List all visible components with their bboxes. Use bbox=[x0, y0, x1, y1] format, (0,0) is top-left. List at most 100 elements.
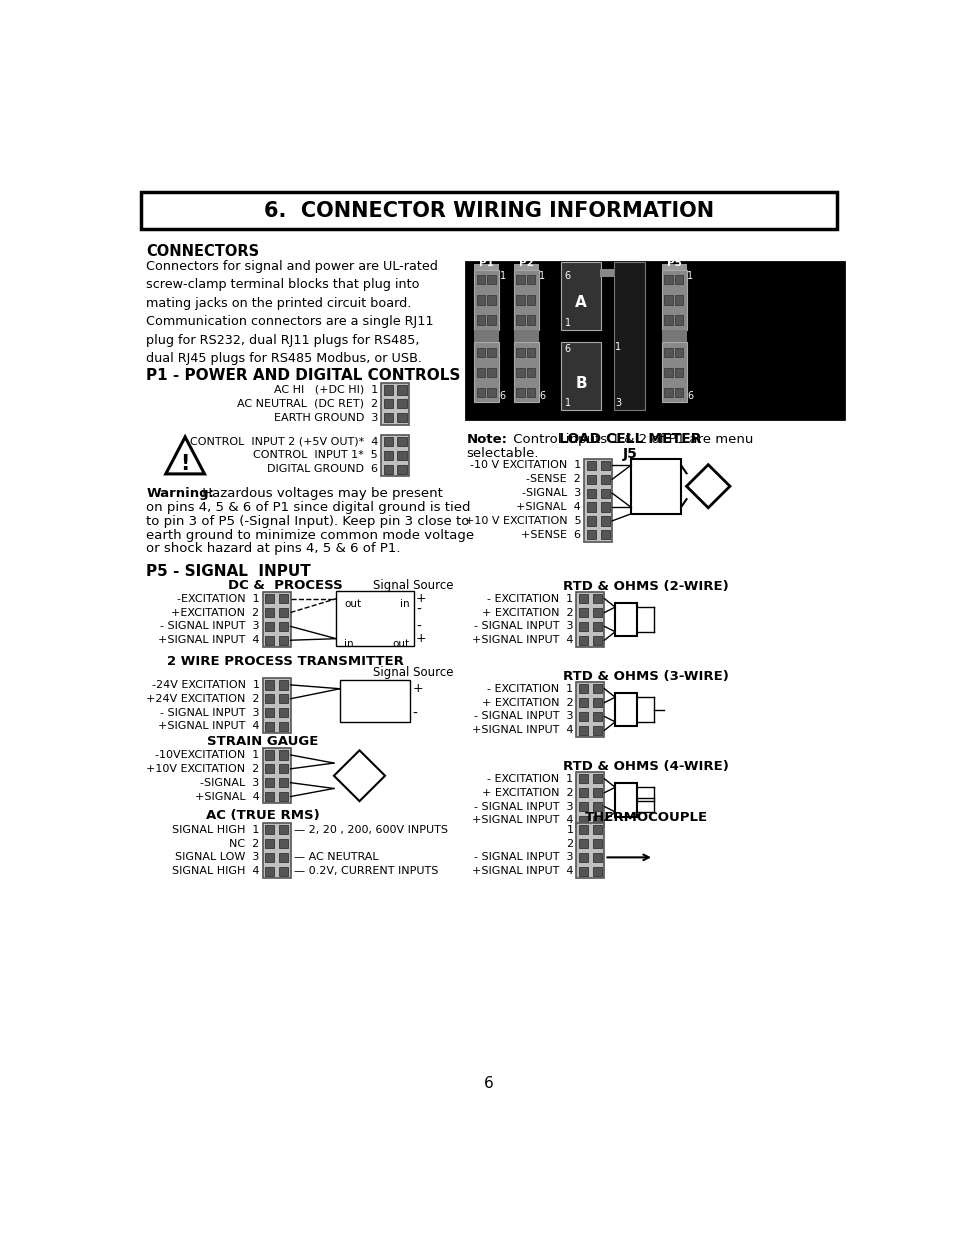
Bar bbox=[526, 368, 535, 377]
Bar bbox=[599, 516, 609, 526]
Bar bbox=[578, 839, 587, 848]
Text: +SIGNAL INPUT  4: +SIGNAL INPUT 4 bbox=[472, 635, 573, 645]
Bar bbox=[516, 347, 524, 357]
Bar bbox=[265, 792, 274, 802]
Bar bbox=[674, 295, 682, 305]
Text: 1: 1 bbox=[538, 272, 545, 282]
Bar bbox=[663, 368, 672, 377]
Text: +10V EXCITATION  2: +10V EXCITATION 2 bbox=[146, 763, 259, 774]
Text: 6: 6 bbox=[483, 1076, 494, 1092]
Text: + EXCITATION  2: + EXCITATION 2 bbox=[481, 698, 573, 708]
Text: 6: 6 bbox=[499, 390, 505, 401]
Bar bbox=[476, 315, 484, 325]
Bar bbox=[615, 603, 637, 636]
Bar bbox=[578, 852, 587, 862]
Bar bbox=[599, 474, 609, 484]
Text: +SIGNAL  4: +SIGNAL 4 bbox=[516, 501, 580, 513]
Bar bbox=[663, 315, 672, 325]
Bar bbox=[265, 680, 274, 689]
Text: SIGNAL HIGH  1: SIGNAL HIGH 1 bbox=[172, 825, 259, 835]
Bar bbox=[592, 816, 601, 825]
Bar bbox=[576, 592, 604, 647]
Text: - SIGNAL INPUT  3: - SIGNAL INPUT 3 bbox=[474, 802, 573, 811]
Bar bbox=[278, 839, 288, 848]
Text: P2: P2 bbox=[518, 258, 533, 268]
Bar bbox=[586, 503, 596, 511]
Bar bbox=[265, 751, 274, 760]
Text: 6.  CONNECTOR WIRING INFORMATION: 6. CONNECTOR WIRING INFORMATION bbox=[264, 200, 713, 221]
Bar bbox=[397, 385, 406, 395]
Text: -SIGNAL  3: -SIGNAL 3 bbox=[200, 778, 259, 788]
Bar bbox=[526, 388, 535, 396]
Text: NC  2: NC 2 bbox=[229, 839, 259, 848]
Bar bbox=[576, 823, 604, 878]
Bar bbox=[278, 825, 288, 835]
Text: 1: 1 bbox=[499, 272, 505, 282]
Bar bbox=[516, 388, 524, 396]
Bar bbox=[265, 867, 274, 876]
Bar bbox=[592, 802, 601, 811]
Bar bbox=[487, 275, 496, 284]
Bar bbox=[615, 693, 637, 726]
Text: AC HI   (+DC HI)  1: AC HI (+DC HI) 1 bbox=[274, 385, 377, 395]
Bar bbox=[476, 275, 484, 284]
Bar bbox=[476, 388, 484, 396]
Text: P5 - SIGNAL  INPUT: P5 - SIGNAL INPUT bbox=[146, 564, 311, 579]
Text: in: in bbox=[344, 638, 354, 648]
Text: DIGITAL GROUND  6: DIGITAL GROUND 6 bbox=[267, 464, 377, 474]
Bar bbox=[397, 412, 406, 422]
Bar bbox=[278, 852, 288, 862]
Bar bbox=[592, 621, 601, 631]
Bar bbox=[265, 708, 274, 718]
Text: selectable.: selectable. bbox=[466, 447, 538, 459]
Bar bbox=[513, 342, 537, 403]
Text: — AC NEUTRAL: — AC NEUTRAL bbox=[294, 852, 377, 862]
Bar bbox=[586, 489, 596, 498]
Bar bbox=[383, 451, 393, 461]
Text: -24V EXCITATION  1: -24V EXCITATION 1 bbox=[152, 680, 259, 690]
Text: P5: P5 bbox=[666, 258, 680, 268]
Text: -SIGNAL  3: -SIGNAL 3 bbox=[521, 488, 580, 498]
Bar bbox=[487, 347, 496, 357]
Text: on pins 4, 5 & 6 of P1 since digital ground is tied: on pins 4, 5 & 6 of P1 since digital gro… bbox=[146, 501, 471, 514]
Bar bbox=[278, 764, 288, 773]
Bar bbox=[474, 264, 498, 270]
Bar bbox=[578, 774, 587, 783]
Bar bbox=[663, 388, 672, 396]
Text: - SIGNAL INPUT  3: - SIGNAL INPUT 3 bbox=[474, 621, 573, 631]
Polygon shape bbox=[334, 751, 385, 802]
Text: 1: 1 bbox=[564, 398, 571, 408]
Bar bbox=[578, 594, 587, 603]
Bar bbox=[586, 474, 596, 484]
Bar bbox=[265, 778, 274, 787]
Bar bbox=[265, 852, 274, 862]
Bar bbox=[599, 269, 622, 277]
Text: +: + bbox=[416, 592, 426, 605]
Text: +SIGNAL INPUT  4: +SIGNAL INPUT 4 bbox=[472, 725, 573, 735]
Text: 1: 1 bbox=[566, 825, 573, 835]
Bar bbox=[516, 315, 524, 325]
Bar bbox=[262, 592, 291, 647]
Bar bbox=[476, 368, 484, 377]
Bar bbox=[599, 503, 609, 511]
Text: - SIGNAL INPUT  3: - SIGNAL INPUT 3 bbox=[474, 852, 573, 862]
Bar bbox=[278, 680, 288, 689]
Bar bbox=[397, 464, 406, 474]
Text: -10 V EXCITATION  1: -10 V EXCITATION 1 bbox=[470, 461, 580, 471]
Text: !: ! bbox=[180, 454, 190, 474]
Text: +SIGNAL INPUT  4: +SIGNAL INPUT 4 bbox=[472, 866, 573, 876]
Bar bbox=[278, 751, 288, 760]
Bar bbox=[265, 636, 274, 645]
Bar bbox=[560, 262, 600, 330]
Text: Control inputs 1 & 2 of P1 are menu: Control inputs 1 & 2 of P1 are menu bbox=[509, 433, 753, 446]
Text: J5: J5 bbox=[622, 447, 638, 461]
Text: Warning:: Warning: bbox=[146, 487, 214, 500]
Bar bbox=[487, 368, 496, 377]
Bar bbox=[278, 594, 288, 603]
Bar bbox=[578, 636, 587, 645]
Bar bbox=[592, 839, 601, 848]
Polygon shape bbox=[686, 464, 729, 508]
Bar bbox=[586, 516, 596, 526]
Bar bbox=[583, 458, 612, 542]
Text: THERMOCOUPLE: THERMOCOUPLE bbox=[584, 811, 707, 824]
